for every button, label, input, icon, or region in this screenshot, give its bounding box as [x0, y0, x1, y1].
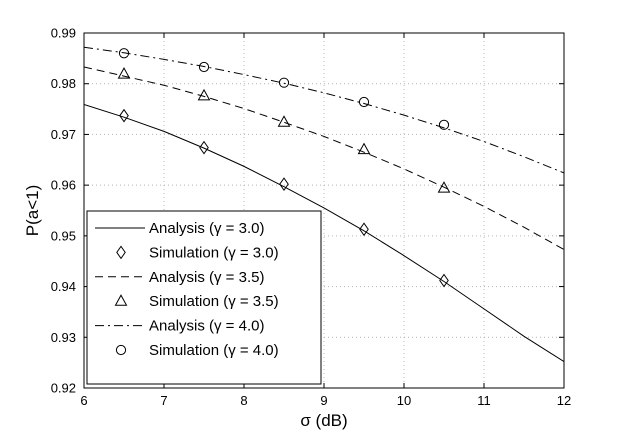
y-tick-label: 0.93: [51, 330, 76, 345]
marker-circle: [115, 344, 127, 356]
marker-diamond: [359, 222, 369, 237]
x-tick-label: 8: [240, 393, 247, 408]
marker-circle: [278, 77, 290, 88]
legend-entry: Analysis (γ = 3.5): [95, 269, 264, 286]
legend-entry: Analysis (γ = 3.0): [95, 220, 264, 237]
series-line-0: [84, 104, 564, 363]
series-2: [84, 66, 564, 250]
legend-label: Simulation (γ = 3.0): [149, 244, 279, 261]
marker-triangle: [117, 67, 131, 79]
legend-entry: Simulation (γ = 3.0): [116, 244, 279, 261]
series-line-2: [84, 66, 564, 250]
legend-entry: Simulation (γ = 4.0): [115, 342, 279, 359]
x-tick-label: 11: [477, 393, 491, 408]
marker-diamond: [199, 140, 209, 155]
series-4: [84, 46, 564, 174]
legend-label: Analysis (γ = 4.0): [149, 318, 264, 335]
marker-triangle: [197, 88, 211, 101]
legend-label: Simulation (γ = 4.0): [149, 342, 279, 359]
marker-diamond: [279, 177, 289, 192]
legend-entry: Simulation (γ = 3.5): [114, 293, 279, 310]
marker-circle: [198, 61, 210, 73]
plot-series: [84, 46, 564, 363]
marker-circle: [118, 48, 130, 59]
x-tick-label: 6: [80, 393, 87, 408]
legend-label: Simulation (γ = 3.5): [149, 293, 279, 310]
x-tick-label: 12: [557, 393, 571, 408]
axis-ticks: 6 7 8 9 10 11 12 0.92 0.93 0.94 0.95 0.96 0.97 0.98 0.…: [51, 26, 572, 409]
series-line-4: [84, 46, 564, 174]
x-tick-label: 9: [320, 393, 327, 408]
y-tick-label: 0.92: [51, 381, 76, 396]
legend-box: [86, 210, 322, 385]
marker-diamond: [439, 273, 449, 288]
y-tick-label: 0.98: [51, 76, 76, 91]
marker-circle: [438, 119, 450, 130]
series-1: [119, 108, 449, 288]
marker-triangle: [357, 142, 371, 155]
series-3: [117, 67, 451, 193]
marker-triangle: [114, 294, 128, 306]
y-tick-label: 0.95: [51, 228, 76, 243]
y-tick-label: 0.96: [51, 178, 76, 193]
marker-triangle: [277, 115, 291, 127]
marker-circle: [358, 96, 370, 108]
marker-diamond: [116, 245, 126, 260]
legend: Analysis (γ = 3.0) Simulation (γ = 3.0) An…: [86, 210, 322, 385]
series-0: [84, 104, 564, 363]
y-tick-label: 0.97: [51, 127, 76, 142]
x-axis-label: σ (dB): [300, 411, 347, 430]
series-5: [118, 48, 450, 130]
marker-diamond: [119, 108, 129, 123]
marker-triangle: [437, 181, 451, 193]
y-tick-label: 0.99: [51, 26, 76, 41]
legend-label: Analysis (γ = 3.0): [149, 220, 264, 237]
legend-label: Analysis (γ = 3.5): [149, 269, 264, 286]
y-tick-label: 0.94: [51, 279, 76, 294]
y-axis-label: P(a<1): [23, 185, 42, 237]
x-tick-label: 7: [160, 393, 167, 408]
x-tick-label: 10: [397, 393, 411, 408]
legend-entry: Analysis (γ = 4.0): [95, 318, 264, 335]
